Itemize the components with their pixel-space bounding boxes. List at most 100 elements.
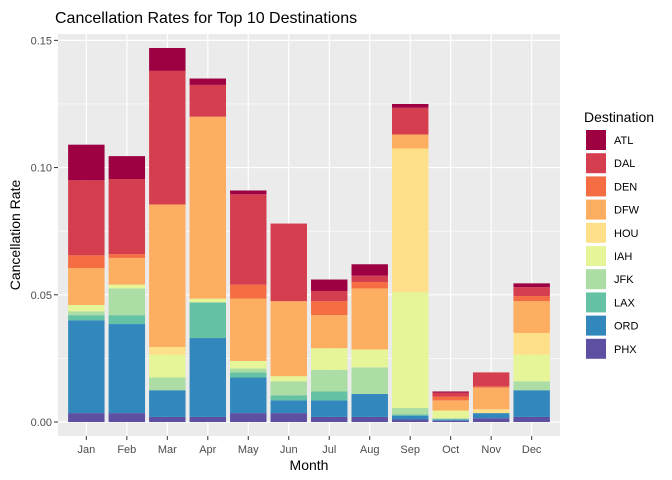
bar-segment-iah-oct xyxy=(432,410,469,419)
bar-segment-den-jul xyxy=(311,301,348,316)
bar-segment-lax-feb xyxy=(108,315,146,325)
legend-label-hou: HOU xyxy=(614,228,639,240)
bar-segment-jfk-jan xyxy=(68,311,105,316)
x-tick-label: Aug xyxy=(360,444,380,456)
legend-swatch-lax xyxy=(586,292,606,313)
bar-segment-ord-dec xyxy=(513,390,550,417)
legend-swatch-ord xyxy=(586,315,606,336)
legend-label-dfw: DFW xyxy=(614,205,640,217)
bar-segment-lax-may xyxy=(230,372,267,378)
legend-label-lax: LAX xyxy=(614,297,635,309)
x-tick-label: Jul xyxy=(322,444,336,456)
bar-segment-dal-feb xyxy=(108,179,146,255)
bar-segment-ord-aug xyxy=(351,394,388,417)
bar-segment-iah-aug xyxy=(351,349,388,368)
bar-segment-den-feb xyxy=(108,254,146,258)
bar-segment-ord-apr xyxy=(189,338,227,417)
bar-segment-atl-aug xyxy=(351,264,388,276)
bar-segment-atl-sep xyxy=(391,103,429,108)
x-axis-label: Month xyxy=(290,457,329,473)
x-tick-label: Mar xyxy=(158,444,177,456)
bar-segment-phx-jan xyxy=(68,413,105,423)
bar-segment-ord-nov xyxy=(472,413,510,419)
legend-label-dal: DAL xyxy=(614,158,635,170)
bar-segment-den-may xyxy=(230,284,267,299)
x-tick-label: Feb xyxy=(117,444,136,456)
bar-segment-atl-oct xyxy=(432,391,469,393)
legend-title: Destination xyxy=(584,109,654,125)
bar-segment-dfw-jul xyxy=(311,315,348,349)
bar-segment-ord-jun xyxy=(270,400,307,414)
bar-segment-jfk-jun xyxy=(270,381,307,396)
bar-segment-lax-jun xyxy=(270,395,307,401)
y-tick-label: 0.05 xyxy=(31,290,52,302)
x-tick-label: Oct xyxy=(442,444,459,456)
legend-label-iah: IAH xyxy=(614,251,632,263)
bar-segment-den-jan xyxy=(68,255,105,269)
bar-segment-lax-apr xyxy=(189,302,227,339)
legend-swatch-hou xyxy=(586,222,606,243)
bar-segment-atl-jan xyxy=(68,144,105,181)
bar-segment-jfk-jul xyxy=(311,369,348,392)
legend-swatch-dfw xyxy=(586,199,606,220)
bar-segment-dfw-apr xyxy=(189,116,227,299)
legend-swatch-phx xyxy=(586,338,606,359)
legend-label-atl: ATL xyxy=(614,135,633,147)
bar-segment-dfw-nov xyxy=(472,387,510,410)
legend-label-ord: ORD xyxy=(614,321,639,333)
legend-label-phx: PHX xyxy=(614,344,637,356)
bar-segment-phx-sep xyxy=(391,419,429,423)
bar-segment-phx-nov xyxy=(472,418,510,423)
bar-segment-atl-jul xyxy=(311,279,348,291)
bar-segment-iah-jul xyxy=(311,348,348,370)
bar-segment-phx-jul xyxy=(311,416,348,423)
bar-segment-dal-aug xyxy=(351,275,388,283)
bar-segment-dal-oct xyxy=(432,392,469,397)
bar-segment-phx-dec xyxy=(513,416,550,423)
bar-segment-den-nov xyxy=(472,386,510,388)
bar-segment-dfw-oct xyxy=(432,400,469,411)
bar-segment-jfk-mar xyxy=(149,377,186,391)
bar-segment-atl-apr xyxy=(189,78,227,85)
bar-segment-dfw-may xyxy=(230,298,267,361)
bar-segment-dal-mar xyxy=(149,70,186,205)
bar-segment-phx-jun xyxy=(270,413,307,423)
bar-segment-hou-nov xyxy=(472,409,510,414)
bar-segment-dfw-dec xyxy=(513,301,550,333)
bar-segment-iah-feb xyxy=(108,284,146,289)
x-tick-label: Jan xyxy=(77,444,95,456)
bar-segment-dfw-feb xyxy=(108,257,146,285)
bar-segment-ord-sep xyxy=(391,415,429,420)
bar-segment-iah-may xyxy=(230,360,267,369)
bar-segment-dal-dec xyxy=(513,287,550,297)
bar-segment-iah-jan xyxy=(68,304,105,312)
legend-label-jfk: JFK xyxy=(614,274,634,286)
legend-swatch-atl xyxy=(586,130,606,150)
bar-segment-dfw-jun xyxy=(270,301,307,377)
bar-segment-phx-oct xyxy=(432,420,469,423)
bar-segment-hou-mar xyxy=(149,346,186,355)
legend-swatch-iah xyxy=(586,246,606,266)
bar-segment-den-dec xyxy=(513,296,550,302)
bar-segment-jfk-may xyxy=(230,368,267,373)
bar-segment-iah-dec xyxy=(513,354,550,382)
bar-segment-jfk-feb xyxy=(108,288,146,316)
x-tick-label: May xyxy=(238,444,259,456)
bar-segment-ord-may xyxy=(230,377,267,414)
bar-segment-ord-jan xyxy=(68,320,105,414)
x-tick-label: Jun xyxy=(280,444,298,456)
y-tick-label: 0.00 xyxy=(31,417,52,429)
legend-swatch-jfk xyxy=(586,269,606,290)
bar-segment-phx-feb xyxy=(108,413,146,423)
bar-segment-jfk-aug xyxy=(351,367,388,395)
bar-segment-phx-mar xyxy=(149,416,186,423)
bar-segment-dfw-mar xyxy=(149,204,186,347)
bar-segment-dal-sep xyxy=(391,107,429,135)
legend: Destination ATL DAL DEN DFW HOU IAH JFK LAX ORD P… xyxy=(584,109,654,359)
bar-segment-iah-jun xyxy=(270,376,307,382)
x-tick-label: Nov xyxy=(481,444,501,456)
bar-segment-iah-mar xyxy=(149,354,186,378)
bar-segment-ord-jul xyxy=(311,400,348,417)
